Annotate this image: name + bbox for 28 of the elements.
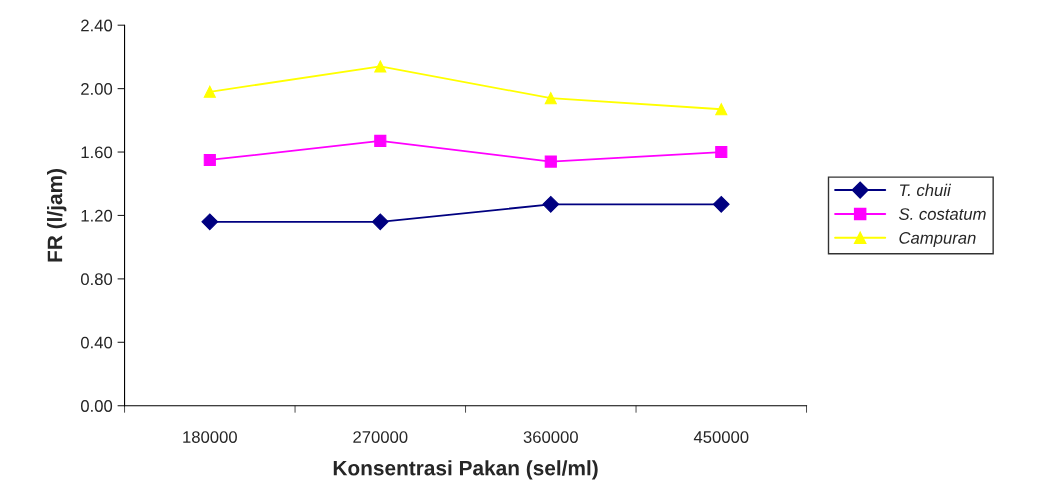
point <box>374 134 387 148</box>
x-tick-label: 450000 <box>693 431 749 443</box>
y-tick-label: 2.40 <box>81 19 113 32</box>
x-axis-title: Konsentrasi Pakan (sel/ml) <box>333 460 598 480</box>
x-tick-label: 360000 <box>523 431 578 443</box>
y-tick-label: 2.00 <box>81 83 113 95</box>
y-axis-title: FR (l/jam) <box>47 169 67 262</box>
y-tick-label: 1.60 <box>81 146 113 159</box>
point <box>715 103 728 116</box>
x-tick-label: 180000 <box>183 431 237 443</box>
y-tick-label: 0.80 <box>80 273 113 286</box>
point <box>544 92 557 105</box>
point <box>371 213 389 231</box>
point <box>201 213 219 231</box>
x-tick-label: 270000 <box>353 431 408 443</box>
point <box>203 153 216 167</box>
legend-label: T. chuii <box>900 183 952 197</box>
point <box>712 195 730 213</box>
legend-label: Campuran <box>899 232 976 248</box>
legend-label: S. costatum <box>898 208 986 220</box>
point <box>544 155 557 168</box>
point <box>715 145 728 159</box>
y-tick-label: 0.40 <box>80 336 113 349</box>
y-tick-label: 0.00 <box>80 400 113 412</box>
y-tick-label: 1.20 <box>81 209 113 222</box>
point <box>374 60 387 73</box>
point <box>203 85 216 98</box>
point <box>542 195 560 213</box>
